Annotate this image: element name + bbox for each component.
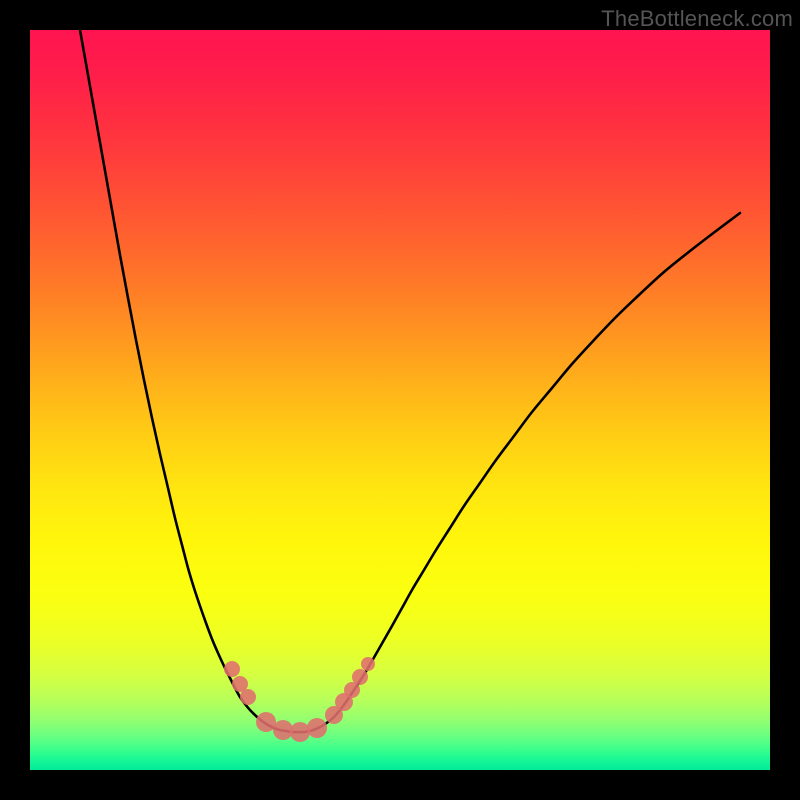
marker-dot xyxy=(224,661,240,677)
marker-cluster-right xyxy=(325,657,375,724)
marker-dot xyxy=(256,712,276,732)
marker-dot xyxy=(307,718,327,738)
curve-layer xyxy=(30,30,770,770)
watermark-text: TheBottleneck.com xyxy=(601,6,793,32)
marker-dot xyxy=(240,689,256,705)
plot-area xyxy=(30,30,770,770)
marker-dot xyxy=(352,669,368,685)
marker-cluster-valley xyxy=(256,712,327,742)
bottleneck-curve xyxy=(74,30,740,732)
marker-dot xyxy=(290,722,310,742)
marker-dot xyxy=(361,657,375,671)
marker-dot xyxy=(273,720,293,740)
